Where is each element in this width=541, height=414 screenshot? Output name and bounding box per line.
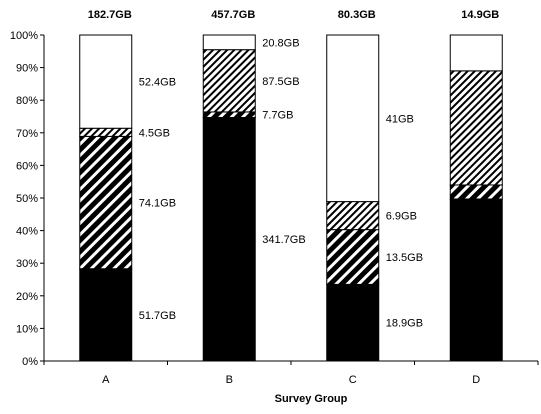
segment-label: 52.4GB — [139, 77, 176, 89]
segment-label: 41GB — [386, 113, 414, 125]
category-label: C — [349, 374, 357, 386]
segment-label: 7.7GB — [262, 110, 293, 122]
y-tick-label: 60% — [16, 160, 38, 172]
x-axis: A B C D — [43, 360, 539, 386]
bar-segment — [449, 70, 503, 186]
segment-label: 341.7GB — [262, 234, 305, 246]
segment-label: 6.9GB — [386, 211, 417, 223]
y-tick-label: 0% — [22, 356, 38, 368]
bar-segment — [326, 34, 380, 203]
bar-segment — [449, 198, 503, 362]
y-tick-label: 90% — [16, 63, 38, 75]
bar-segment — [202, 34, 256, 51]
segment-label: 13.5GB — [386, 252, 423, 264]
bar-total-label: 14.9GB — [461, 9, 499, 21]
segment-label: 4.5GB — [139, 127, 170, 139]
y-tick-label: 100% — [10, 30, 38, 42]
segment-label: 74.1GB — [139, 198, 176, 210]
bar-segment — [326, 201, 380, 231]
bar-segment — [202, 111, 256, 118]
bar-segment — [326, 283, 380, 362]
bar-segment — [79, 127, 133, 137]
bar-segment — [79, 268, 133, 362]
y-tick-label: 50% — [16, 193, 38, 205]
y-tick-label: 20% — [16, 291, 38, 303]
y-tick-label: 30% — [16, 258, 38, 270]
bar-segment — [79, 135, 133, 270]
bar-segment — [79, 34, 133, 129]
x-axis-title: Survey Group — [275, 393, 348, 405]
segment-label: 51.7GB — [139, 310, 176, 322]
data-labels: 51.7GB 74.1GB 4.5GB 52.4GB 182.7GB 341.7GB 7.7… — [88, 9, 500, 330]
bar-total-label: 80.3GB — [338, 9, 376, 21]
bar-total-label: 182.7GB — [88, 9, 132, 21]
category-label: A — [102, 374, 110, 386]
bars — [79, 34, 503, 362]
segment-label: 20.8GB — [262, 37, 299, 49]
bar-segment — [202, 49, 256, 113]
category-label: B — [226, 374, 233, 386]
y-tick-label: 70% — [16, 128, 38, 140]
y-tick-label: 80% — [16, 95, 38, 107]
segment-label: 18.9GB — [386, 318, 423, 330]
bar-total-label: 457.7GB — [211, 9, 255, 21]
segment-label: 87.5GB — [262, 76, 299, 88]
y-tick-label: 40% — [16, 226, 38, 238]
bar-segment — [202, 116, 256, 362]
bar-segment — [326, 229, 380, 285]
y-axis: 0% 10% 20% 30% 40% 50% 60% 70% 80% 90% 100% — [10, 30, 45, 368]
bar-segment — [449, 184, 503, 200]
category-label: D — [472, 374, 480, 386]
bar-segment — [449, 34, 503, 72]
y-tick-label: 10% — [16, 323, 38, 335]
